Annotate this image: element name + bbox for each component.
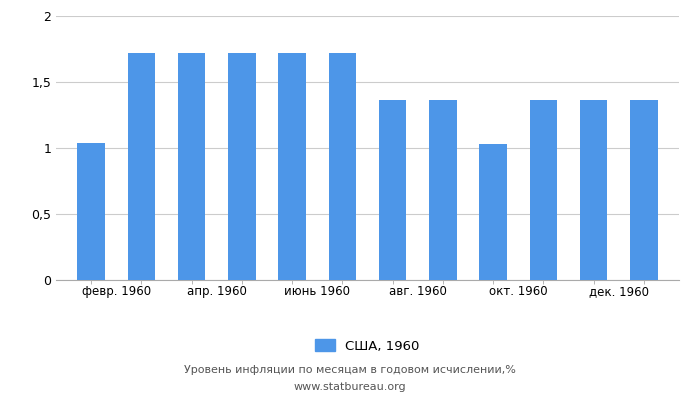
Text: Уровень инфляции по месяцам в годовом исчислении,%: Уровень инфляции по месяцам в годовом ис… [184,365,516,375]
Text: www.statbureau.org: www.statbureau.org [294,382,406,392]
Bar [480,144,507,280]
Bar [630,100,657,280]
Bar [328,53,356,280]
Legend: США, 1960: США, 1960 [310,334,425,358]
Bar [78,143,105,280]
Bar [379,100,407,280]
Bar [529,100,557,280]
Bar [178,53,206,280]
Bar [127,53,155,280]
Bar [580,100,608,280]
Bar [228,53,256,280]
Bar [429,100,456,280]
Bar [279,53,306,280]
